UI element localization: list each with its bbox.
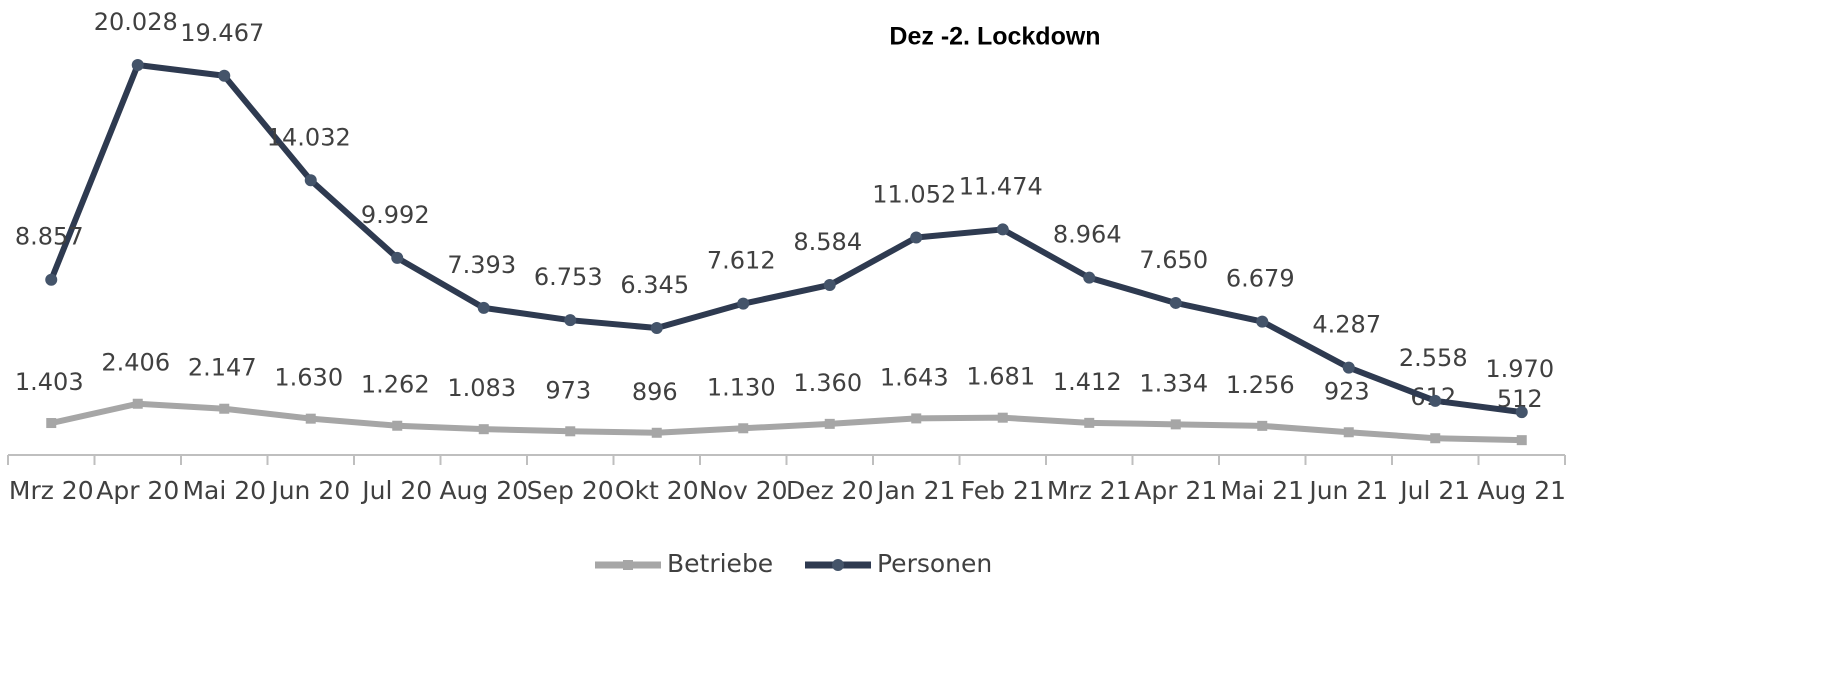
data-label: 8.964 bbox=[1053, 221, 1122, 249]
x-tick-label: Jan 21 bbox=[875, 476, 955, 505]
data-label: 6.679 bbox=[1226, 265, 1295, 293]
marker bbox=[45, 273, 58, 286]
data-label: 2.558 bbox=[1399, 344, 1468, 372]
x-tick-label: Feb 21 bbox=[961, 476, 1045, 505]
x-tick-label: Mai 21 bbox=[1220, 476, 1304, 505]
legend-label: Betriebe bbox=[667, 549, 773, 578]
data-label: 7.650 bbox=[1139, 246, 1208, 274]
marker bbox=[650, 322, 663, 335]
data-label: 1.360 bbox=[793, 369, 862, 397]
marker bbox=[219, 403, 230, 414]
marker bbox=[996, 223, 1009, 236]
x-tick-label: Sep 20 bbox=[527, 476, 614, 505]
data-label: 4.287 bbox=[1312, 311, 1381, 339]
data-label: 973 bbox=[545, 376, 591, 404]
marker bbox=[1257, 420, 1268, 431]
data-label: 9.992 bbox=[361, 201, 430, 229]
data-label: 1.681 bbox=[966, 363, 1035, 391]
data-label: 2.406 bbox=[101, 349, 170, 377]
x-tick-label: Okt 20 bbox=[615, 476, 699, 505]
marker bbox=[565, 426, 576, 437]
x-tick-label: Aug 21 bbox=[1477, 476, 1566, 505]
data-label: 1.412 bbox=[1053, 368, 1122, 396]
legend-label: Personen bbox=[877, 549, 992, 578]
marker bbox=[46, 418, 57, 429]
marker bbox=[478, 424, 489, 435]
marker bbox=[910, 231, 923, 244]
data-label: 7.393 bbox=[447, 251, 516, 279]
x-tick-label: Jul 20 bbox=[360, 476, 432, 505]
marker bbox=[1343, 427, 1354, 438]
data-label: 2.147 bbox=[188, 354, 257, 382]
marker bbox=[1342, 361, 1355, 374]
x-tick-label: Mai 20 bbox=[182, 476, 266, 505]
data-label: 19.467 bbox=[180, 19, 264, 47]
marker bbox=[1429, 394, 1442, 407]
marker bbox=[477, 301, 490, 314]
marker bbox=[392, 420, 403, 431]
marker bbox=[1256, 315, 1269, 328]
marker bbox=[564, 314, 577, 327]
marker bbox=[997, 412, 1008, 423]
data-label: 14.032 bbox=[267, 123, 351, 151]
marker bbox=[832, 559, 844, 571]
data-label: 1.083 bbox=[447, 374, 516, 402]
marker bbox=[823, 278, 836, 291]
marker bbox=[131, 59, 144, 71]
x-tick-label: Nov 20 bbox=[699, 476, 788, 505]
marker bbox=[1084, 417, 1095, 428]
data-label: 8.857 bbox=[15, 223, 84, 251]
x-tick-label: Mrz 21 bbox=[1047, 476, 1132, 505]
line bbox=[48, 62, 1523, 416]
data-label: 6.753 bbox=[534, 263, 603, 291]
x-tick-label: Jun 20 bbox=[269, 476, 350, 505]
data-label: 1.256 bbox=[1226, 371, 1295, 399]
marker bbox=[738, 423, 749, 434]
data-label: 1.643 bbox=[880, 363, 949, 391]
line bbox=[50, 400, 1522, 444]
x-tick-label: Apr 20 bbox=[96, 476, 179, 505]
data-label: 7.612 bbox=[707, 247, 776, 275]
marker bbox=[1170, 419, 1181, 430]
data-label: 1.630 bbox=[274, 364, 343, 392]
marker bbox=[623, 560, 633, 570]
data-label: 1.262 bbox=[361, 371, 430, 399]
data-label: 11.474 bbox=[959, 172, 1043, 200]
x-tick-label: Jul 21 bbox=[1398, 476, 1470, 505]
marker bbox=[737, 297, 750, 310]
annotation: Dez -2. Lockdown bbox=[889, 23, 1100, 51]
data-label: 1.130 bbox=[707, 373, 776, 401]
x-tick-label: Dez 20 bbox=[786, 476, 874, 505]
data-label: 923 bbox=[1324, 377, 1370, 405]
marker bbox=[132, 398, 143, 409]
data-label: 1.970 bbox=[1485, 355, 1554, 383]
marker bbox=[1083, 271, 1096, 284]
marker bbox=[1515, 406, 1528, 419]
marker bbox=[1430, 433, 1441, 444]
marker bbox=[305, 413, 316, 424]
marker bbox=[391, 251, 404, 264]
data-label: 11.052 bbox=[872, 181, 956, 209]
x-tick-label: Mrz 20 bbox=[9, 476, 94, 505]
marker bbox=[218, 69, 231, 82]
marker bbox=[651, 427, 662, 438]
x-tick-label: Apr 21 bbox=[1134, 476, 1217, 505]
marker bbox=[1516, 435, 1527, 446]
data-label: 6.345 bbox=[620, 271, 689, 299]
x-tick-label: Jun 21 bbox=[1307, 476, 1388, 505]
marker bbox=[304, 174, 317, 187]
marker bbox=[1169, 296, 1182, 309]
marker bbox=[824, 418, 835, 429]
marker bbox=[911, 413, 922, 424]
data-label: 896 bbox=[632, 378, 678, 406]
data-label: 1.334 bbox=[1139, 369, 1208, 397]
data-label: 8.584 bbox=[793, 228, 862, 256]
data-label: 1.403 bbox=[15, 368, 84, 396]
x-tick-label: Aug 20 bbox=[439, 476, 528, 505]
data-label: 20.028 bbox=[94, 8, 178, 36]
